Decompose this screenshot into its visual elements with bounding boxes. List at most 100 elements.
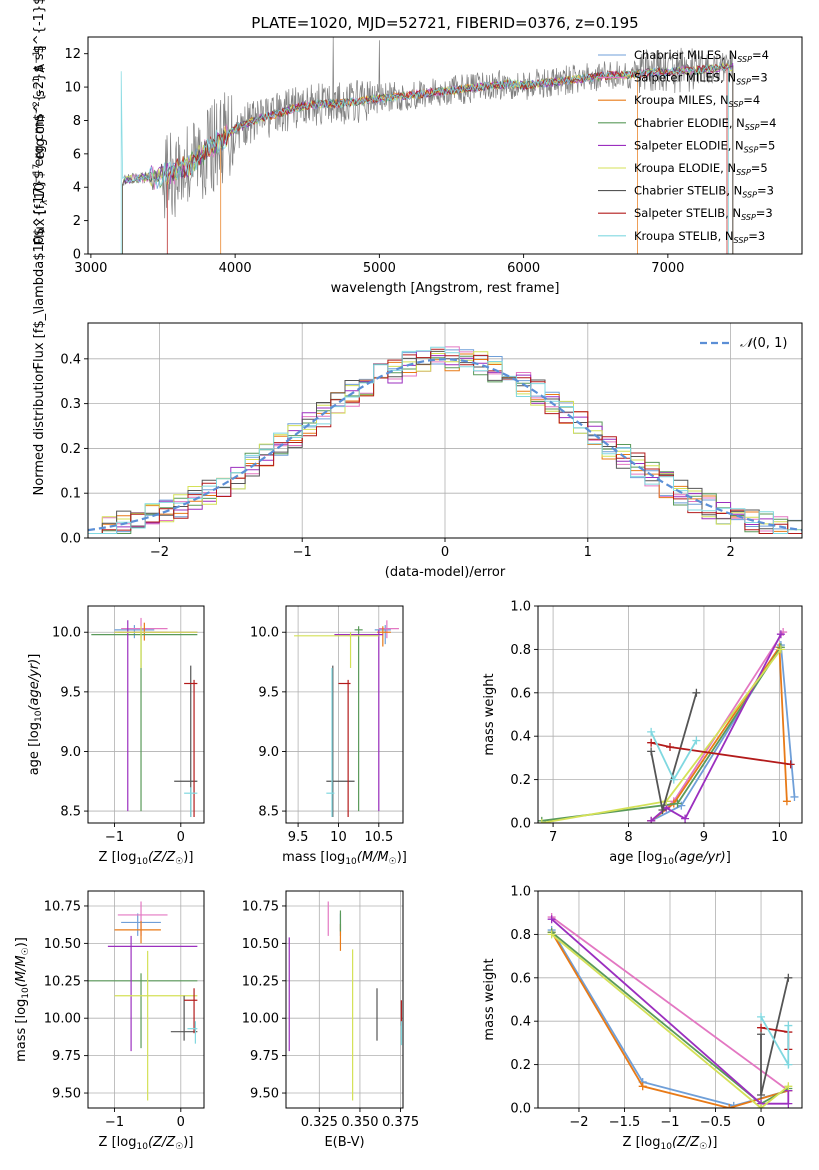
y-tick-label: 0.4	[510, 1015, 531, 1030]
y-tick-label: 0.4	[510, 730, 531, 745]
x-tick-label: 0	[441, 545, 449, 560]
weight-line	[650, 631, 784, 822]
plot-area	[288, 901, 402, 1101]
plot-area	[91, 617, 198, 818]
x-axis-label: Z [log10(Z/Z☉)]	[99, 1135, 194, 1152]
y-axis-label: mass weight	[482, 958, 497, 1040]
frame-mass_vs_Z: −1 0 9.50 9.75 10.00 10.25 10.50 10.75 Z [log10(…	[14, 890, 205, 1152]
y-tick-label: 0.2	[510, 773, 531, 788]
axes-frame	[537, 605, 803, 824]
x-tick-label: 10	[771, 830, 788, 845]
x-tick-label: 1	[584, 545, 592, 560]
errorbar-point-8	[187, 1021, 198, 1044]
errorbar-point-4	[334, 629, 383, 812]
weight-line	[650, 741, 791, 766]
y-tick-label: 6	[73, 147, 81, 162]
weight-line	[550, 931, 789, 1108]
errorbar-point-6	[326, 665, 355, 818]
weight-marker	[757, 1090, 766, 1099]
weight-marker	[782, 797, 791, 806]
x-tick-label: −1	[105, 1115, 124, 1130]
y-tick-label: 10.75	[44, 899, 81, 914]
y-tick-label: 4	[73, 181, 81, 196]
frame-age_vs_mass: 9.5 10 10.5 8.5 9.0 9.5 10.0 mass [log10(M/M☉)]	[250, 605, 407, 867]
weight-marker	[790, 792, 799, 801]
weight-series-1	[647, 628, 788, 823]
axes-frame	[285, 890, 404, 1109]
errorbar-point-7	[184, 988, 198, 1034]
weight-marker	[776, 630, 785, 639]
weight-marker	[784, 1060, 793, 1069]
weight-series-8	[647, 727, 701, 784]
weight-line	[541, 646, 782, 822]
y-tick-label: 10.00	[44, 1012, 81, 1027]
weight-marker	[757, 1023, 766, 1032]
plot-area	[120, 37, 734, 254]
weight-marker	[725, 1104, 734, 1108]
legend-entry: Chabrier STELIB, NSSP=3	[634, 184, 774, 200]
y-tick-label: 9.50	[52, 1087, 81, 1102]
y-tick-label: 9.5	[258, 685, 279, 700]
y-tick-label: 0.1	[60, 487, 81, 502]
y-tick-label: 0.6	[510, 686, 531, 701]
y-axis-label: Normed distribution	[32, 366, 47, 496]
axes-spectrum	[120, 37, 734, 254]
legend-entry: Salpeter ELODIE, NSSP=5	[634, 138, 775, 154]
axes-weight_vs_Z	[538, 890, 802, 1109]
y-tick-label: 0.3	[60, 397, 81, 412]
x-tick-label: −1	[660, 1115, 679, 1130]
errorbar-point-2	[114, 920, 161, 944]
y-tick-label: 1.0	[510, 600, 531, 615]
y-tick-label: 9.50	[250, 1087, 279, 1102]
legend-entry: Chabrier MILES, NSSP=4	[634, 48, 769, 64]
x-tick-label: 7	[549, 830, 557, 845]
weight-line	[760, 1016, 790, 1068]
weight-marker	[757, 1012, 766, 1021]
x-axis-label: wavelength [Angstrom, rest frame]	[331, 281, 560, 296]
y-tick-label: 10.50	[44, 937, 81, 952]
x-tick-label: 0	[177, 1115, 185, 1130]
frame-weight_vs_age: 7 8 9 10 0.0 0.2 0.4 0.6 0.8 1.0 age [log10(age/yr…	[482, 600, 803, 867]
x-tick-label: 9	[700, 830, 708, 845]
frame-residuals: −2 −1 0 1 2 0.0 0.1 0.2 0.3 0.4 (data-model)/error…	[32, 322, 803, 580]
weight-marker	[757, 1104, 766, 1108]
weight-series-8	[757, 1012, 793, 1069]
legend-entry: Salpeter MILES, NSSP=3	[634, 71, 768, 87]
weight-line	[551, 916, 789, 1092]
plot-area	[88, 901, 198, 1101]
errorbar-point-4	[114, 620, 198, 812]
x-tick-label: 10	[330, 830, 347, 845]
x-axis-label: E(B-V)	[324, 1135, 364, 1150]
axes-age_vs_mass	[286, 606, 403, 823]
weight-marker	[776, 645, 785, 654]
y-tick-label: 0.0	[510, 1102, 531, 1117]
legend-entry: 𝒩(0, 1)	[740, 336, 787, 351]
axes-frame	[87, 36, 803, 255]
weight-line	[650, 633, 782, 822]
axes-frame	[87, 890, 205, 1109]
plot-area	[547, 913, 793, 1108]
y-tick-label: 10.75	[242, 899, 279, 914]
y-axis-label: Flux [f$_\lambda$10$^{-17}$ erg cm$^{-2}…	[32, 0, 47, 369]
weight-marker	[638, 1082, 647, 1091]
y-tick-label: 8.5	[60, 805, 81, 820]
x-axis-label: mass [log10(M/M☉)]	[282, 850, 407, 867]
errorbar-point-5	[114, 626, 198, 668]
weight-marker	[647, 727, 656, 736]
y-tick-label: 9.5	[60, 685, 81, 700]
frame-spectrum: 3000 4000 5000 6000 7000 0 2 4 6 8 10 12 wavelength …	[32, 0, 803, 369]
weight-series-6	[757, 973, 793, 1099]
y-tick-label: 0	[73, 248, 81, 263]
x-axis-label: Z [log10(Z/Z☉)]	[99, 850, 194, 867]
y-tick-label: 0.4	[60, 352, 81, 367]
y-tick-label: 10.0	[52, 626, 81, 641]
x-axis-label: (data-model)/error	[385, 565, 506, 580]
y-tick-label: 0.0	[510, 817, 531, 832]
weight-marker	[692, 736, 701, 745]
y-axis-label: age [log10(age/yr)]	[27, 654, 44, 776]
weight-marker	[784, 1082, 793, 1091]
x-tick-label: 4000	[219, 261, 252, 276]
axes-mass_vs_ebv	[286, 891, 403, 1108]
axes-weight_vs_age	[538, 605, 802, 824]
